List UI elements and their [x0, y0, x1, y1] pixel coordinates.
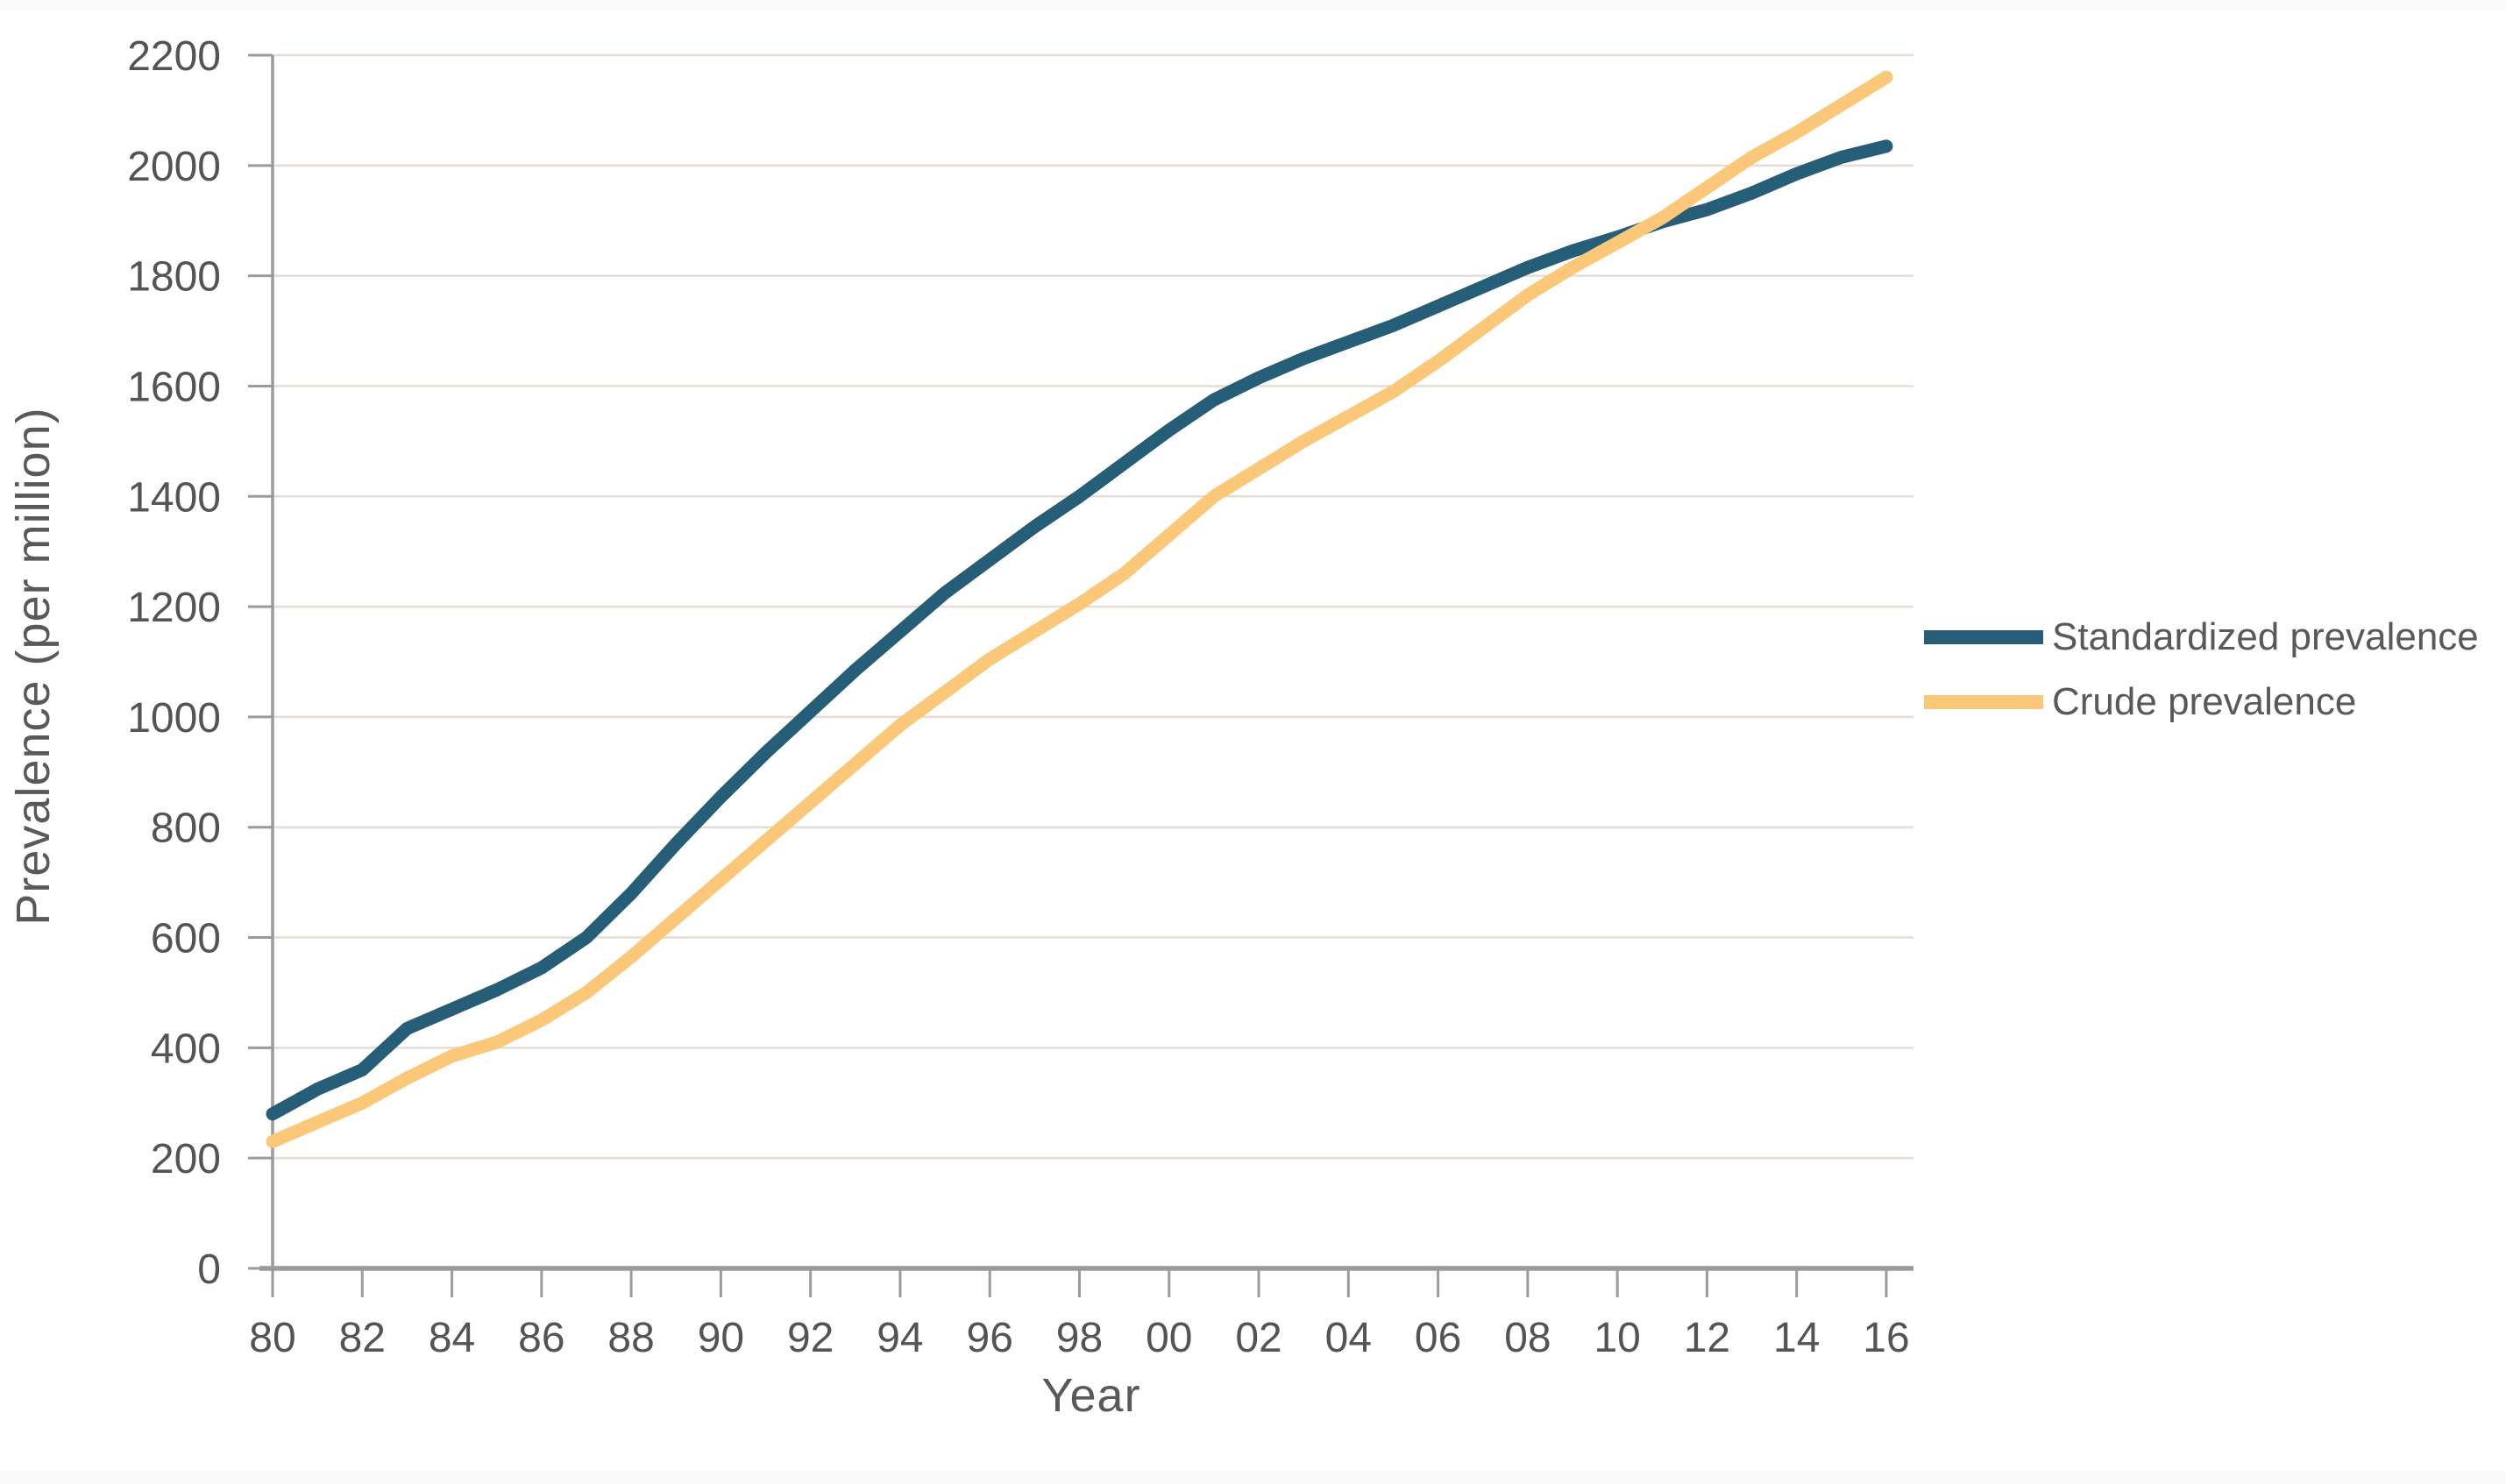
top-edge-band [0, 0, 2506, 11]
axes [259, 55, 1913, 1272]
series-line-standardized [266, 139, 1893, 1121]
svg-text:0: 0 [197, 1246, 221, 1293]
legend-label-standardized: Standardized prevalence [2052, 615, 2479, 658]
svg-text:94: 94 [877, 1315, 923, 1361]
svg-text:14: 14 [1773, 1315, 1820, 1361]
legend: Standardized prevalence Crude prevalence [1924, 615, 2479, 724]
svg-text:800: 800 [151, 806, 221, 852]
svg-text:16: 16 [1863, 1315, 1909, 1361]
y-axis-title: Prevalence (per million) [7, 407, 60, 926]
svg-text:92: 92 [787, 1315, 834, 1361]
svg-text:600: 600 [151, 916, 221, 962]
series-line-crude [266, 70, 1893, 1148]
legend-item-standardized: Standardized prevalence [1924, 615, 2479, 659]
svg-text:80: 80 [249, 1315, 295, 1361]
legend-swatch-standardized [1924, 630, 2043, 644]
svg-text:1400: 1400 [127, 474, 221, 521]
svg-text:1000: 1000 [127, 695, 221, 742]
svg-text:90: 90 [698, 1315, 744, 1361]
svg-text:400: 400 [151, 1026, 221, 1072]
x-ticks-and-labels: 80 82 84 86 88 90 92 94 96 98 00 02 04 06 08 10 12 14 16 [249, 1270, 1910, 1361]
svg-text:1800: 1800 [127, 254, 221, 301]
svg-text:82: 82 [339, 1315, 386, 1361]
svg-text:2200: 2200 [127, 33, 221, 80]
svg-text:2000: 2000 [127, 144, 221, 190]
bottom-edge-band [0, 1470, 2506, 1484]
svg-text:98: 98 [1056, 1315, 1103, 1361]
svg-text:02: 02 [1235, 1315, 1281, 1361]
legend-item-crude: Crude prevalence [1924, 680, 2479, 724]
legend-label-crude: Crude prevalence [2052, 680, 2357, 723]
svg-text:96: 96 [967, 1315, 1013, 1361]
y-ticks-and-labels: 0 200 400 600 800 1000 1200 1400 1600 1800 2000 220… [127, 33, 273, 1293]
svg-text:00: 00 [1146, 1315, 1192, 1361]
svg-text:84: 84 [429, 1315, 475, 1361]
legend-swatch-crude [1924, 695, 2043, 709]
svg-text:10: 10 [1594, 1315, 1640, 1361]
svg-text:88: 88 [607, 1315, 654, 1361]
svg-text:08: 08 [1504, 1315, 1551, 1361]
x-axis-title: Year [1041, 1369, 1141, 1422]
svg-text:06: 06 [1415, 1315, 1461, 1361]
svg-text:200: 200 [151, 1136, 221, 1182]
svg-text:04: 04 [1325, 1315, 1372, 1361]
svg-text:12: 12 [1684, 1315, 1730, 1361]
y-gridlines [273, 53, 1913, 1160]
svg-text:86: 86 [518, 1315, 564, 1361]
svg-text:1200: 1200 [127, 585, 221, 631]
svg-text:1600: 1600 [127, 364, 221, 410]
